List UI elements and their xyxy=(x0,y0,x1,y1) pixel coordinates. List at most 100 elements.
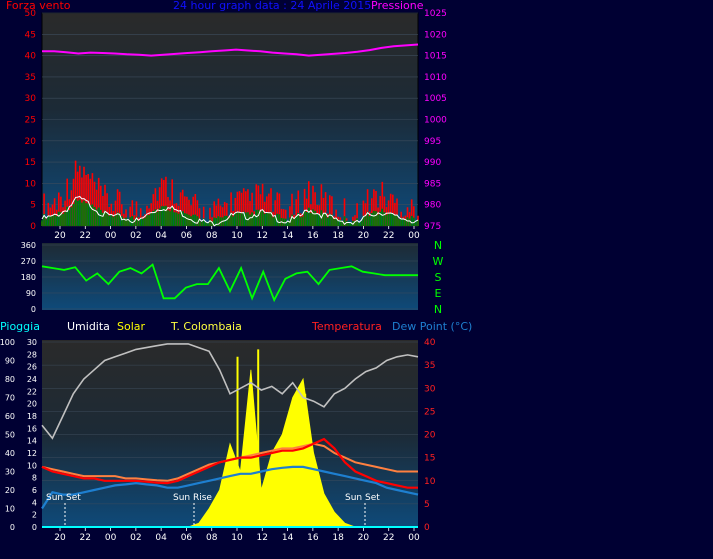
wind-tick-label: 5 xyxy=(30,201,36,211)
solar-legend: Solar xyxy=(117,320,146,333)
pressure-tick-label: 1005 xyxy=(424,94,447,104)
humidity-tick-label: 28 xyxy=(27,350,37,359)
pressure-series xyxy=(42,43,419,57)
rain-tick-label: 0 xyxy=(10,523,15,532)
plot-area-direction xyxy=(42,243,418,310)
x-tick-label: 14 xyxy=(282,231,294,241)
temp-tick-label: 5 xyxy=(424,500,430,510)
humidity-tick-label: 20 xyxy=(27,400,37,409)
humidity-tick-label: 10 xyxy=(27,461,37,470)
wind-tick-label: 35 xyxy=(25,73,36,83)
rain-tick-label: 10 xyxy=(5,505,15,514)
humidity-tick-label: 8 xyxy=(32,474,37,483)
compass-label: N xyxy=(434,303,442,316)
temp-tick-label: 10 xyxy=(424,477,436,487)
wind-tick-label: 10 xyxy=(25,179,37,189)
wind-average-series xyxy=(41,195,419,227)
temp-tick-label: 25 xyxy=(424,407,435,417)
temperature-series xyxy=(41,437,418,489)
temp-tick-label: 40 xyxy=(424,338,436,348)
x-tick-label: 12 xyxy=(257,231,268,241)
temp-tick-label: 0 xyxy=(424,523,430,533)
humidity-tick-label: 0 xyxy=(32,523,37,532)
x-tick-label: 22 xyxy=(383,533,394,543)
sunset-annotation-1: Sun Set xyxy=(46,493,81,503)
pressure-axis-label: Pressione xyxy=(371,0,424,12)
pressure-tick-label: 1010 xyxy=(424,73,447,83)
compass-label: N xyxy=(434,239,442,252)
humidity-tick-label: 24 xyxy=(27,375,37,384)
temp-tick-label: 30 xyxy=(424,384,436,394)
rain-tick-label: 70 xyxy=(5,394,15,403)
compass-label: W xyxy=(433,255,444,268)
sunrise-annotation: Sun Rise xyxy=(173,493,212,503)
wind-axis-label: Forza vento xyxy=(6,0,71,12)
pressure-tick-label: 975 xyxy=(424,222,441,232)
x-tick-label: 02 xyxy=(130,231,141,241)
wind-direction-series xyxy=(41,263,418,303)
pressure-tick-label: 1000 xyxy=(424,116,447,126)
pressure-tick-label: 1015 xyxy=(424,52,447,62)
x-tick-label: 20 xyxy=(54,231,66,241)
x-tick-label: 16 xyxy=(307,231,319,241)
humidity-tick-label: 12 xyxy=(27,449,37,458)
wind-tick-label: 50 xyxy=(25,9,37,19)
x-tick-label: 06 xyxy=(181,533,193,543)
direction-tick-label: 180 xyxy=(21,273,36,282)
x-tick-label: 14 xyxy=(282,533,294,543)
rain-tick-label: 20 xyxy=(5,486,15,495)
humidity-tick-label: 4 xyxy=(32,498,37,507)
wind-green-series xyxy=(41,199,419,226)
page-title: 24 hour graph data : 24 Aprile 2015 xyxy=(173,0,372,12)
x-tick-label: 04 xyxy=(155,533,167,543)
direction-tick-label: 360 xyxy=(21,241,36,250)
pressure-tick-label: 1020 xyxy=(424,30,447,40)
rain-tick-label: 40 xyxy=(5,449,15,458)
direction-tick-label: 0 xyxy=(31,305,36,314)
x-tick-label: 08 xyxy=(206,231,218,241)
humidity-tick-label: 2 xyxy=(32,511,37,520)
x-tick-label: 22 xyxy=(80,533,91,543)
pressure-tick-label: 990 xyxy=(424,158,441,168)
pressure-tick-label: 1025 xyxy=(424,9,447,19)
x-tick-label: 00 xyxy=(105,231,117,241)
temp-tick-label: 15 xyxy=(424,454,435,464)
humidity-tick-label: 26 xyxy=(27,363,37,372)
wind-tick-label: 30 xyxy=(25,94,37,104)
x-tick-label: 22 xyxy=(383,231,394,241)
pressure-tick-label: 985 xyxy=(424,179,441,189)
dew-point-legend: Dew Point (°C) xyxy=(392,320,473,333)
x-tick-label: 02 xyxy=(130,533,141,543)
wind-tick-label: 45 xyxy=(25,30,36,40)
x-tick-label: 18 xyxy=(332,231,344,241)
humidity-tick-label: 14 xyxy=(27,437,37,446)
temp-tick-label: 20 xyxy=(424,431,436,441)
humidity-tick-label: 22 xyxy=(27,387,37,396)
x-tick-label: 18 xyxy=(332,533,344,543)
rain-legend: Pioggia xyxy=(0,320,40,333)
rain-tick-label: 80 xyxy=(5,375,15,384)
humidity-tick-label: 16 xyxy=(27,424,37,433)
x-tick-label: 12 xyxy=(257,533,268,543)
x-tick-label: 04 xyxy=(155,231,167,241)
x-tick-label: 20 xyxy=(54,533,66,543)
dew-point-series xyxy=(41,465,419,510)
rain-tick-label: 50 xyxy=(5,431,15,440)
x-tick-label: 06 xyxy=(181,231,193,241)
humidity-tick-label: 30 xyxy=(27,338,37,347)
wind-tick-label: 15 xyxy=(25,158,36,168)
x-tick-label: 22 xyxy=(80,231,91,241)
direction-tick-label: 270 xyxy=(21,257,36,266)
rain-tick-label: 60 xyxy=(5,412,15,421)
x-tick-label: 10 xyxy=(231,533,243,543)
wind-tick-label: 25 xyxy=(25,116,36,126)
compass-label: S xyxy=(435,271,442,284)
x-tick-label: 00 xyxy=(105,533,117,543)
x-tick-label: 10 xyxy=(231,231,243,241)
rain-tick-label: 90 xyxy=(5,357,15,366)
pressure-tick-label: 980 xyxy=(424,201,441,211)
wind-tick-label: 20 xyxy=(25,137,37,147)
direction-tick-label: 90 xyxy=(26,289,36,298)
